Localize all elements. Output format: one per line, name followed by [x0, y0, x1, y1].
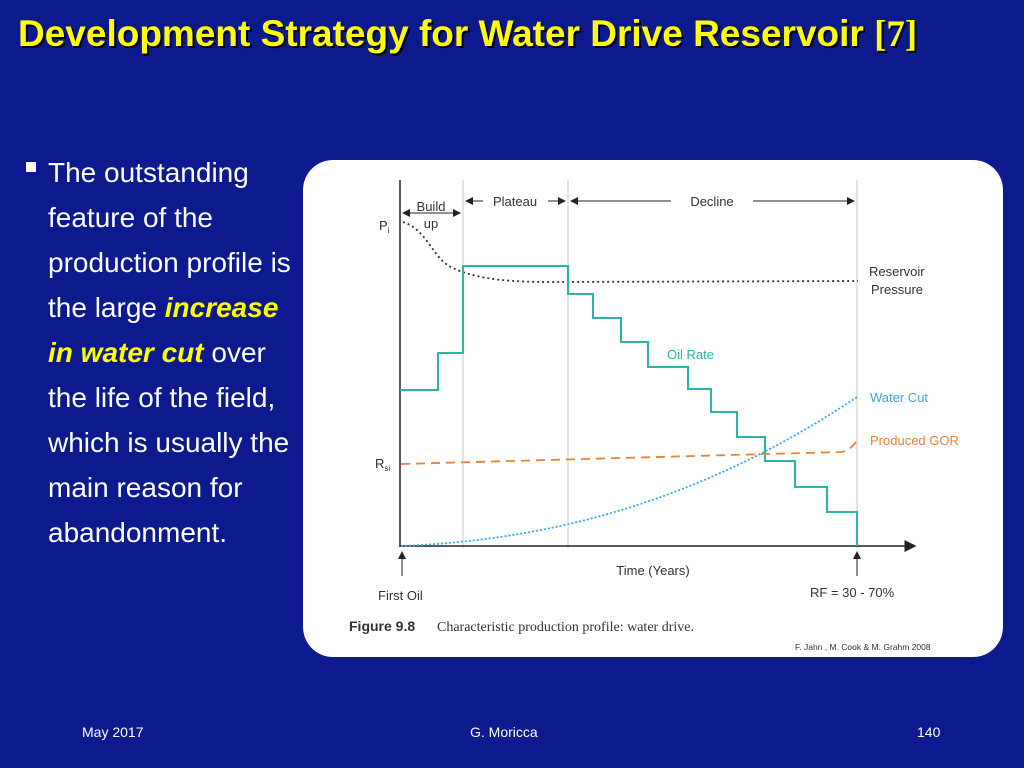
first-oil-label: First Oil	[378, 588, 423, 603]
oil-rate-label: Oil Rate	[667, 347, 714, 362]
figure-panel: Build up Plateau Decline Pi Rsi Reservoi…	[303, 160, 1003, 657]
figure-credit: F. Jahn , M. Cook & M. Grahm 2008	[795, 642, 931, 652]
bullet-text-after: over the life of the field, which is usu…	[48, 337, 290, 548]
figure-caption-text: Characteristic production profile: water…	[437, 620, 694, 635]
production-profile-diagram: Build up Plateau Decline Pi Rsi Reservoi…	[349, 180, 959, 652]
slide-title-reference: [7]	[874, 14, 918, 55]
produced-gor-curve	[400, 441, 857, 465]
reservoir-pressure-label-1: Reservoir	[869, 264, 925, 279]
footer-page-number: 140	[917, 724, 941, 740]
pi-label: Pi	[379, 218, 390, 235]
reservoir-pressure-label-2: Pressure	[871, 282, 923, 297]
rf-label: RF = 30 - 70%	[810, 585, 895, 600]
bullet-text: The outstanding feature of the productio…	[48, 150, 296, 555]
slide-title: Development Strategy for Water Drive Res…	[18, 14, 1008, 55]
square-bullet-icon	[26, 162, 36, 172]
footer-author: G. Moricca	[470, 724, 538, 740]
bullet-text-before: The outstanding feature of the productio…	[48, 157, 291, 323]
water-cut-label: Water Cut	[870, 390, 928, 405]
reservoir-pressure-curve	[402, 221, 859, 283]
water-cut-curve	[400, 396, 858, 547]
bullet-highlight: increase in water cut	[48, 292, 279, 368]
produced-gor-label: Produced GOR	[870, 433, 959, 448]
footer-date: May 2017	[82, 724, 144, 740]
phase-buildup-label-1: Build	[417, 199, 446, 214]
figure-caption-number: Figure 9.8	[349, 618, 415, 634]
slide-title-main: Development Strategy for Water Drive Res…	[18, 13, 864, 54]
bullet-point: The outstanding feature of the productio…	[26, 150, 296, 555]
rsi-label: Rsi	[375, 456, 390, 473]
phase-buildup-label-2: up	[424, 216, 438, 231]
oil-rate-curve	[400, 265, 858, 546]
phase-plateau-label: Plateau	[493, 194, 537, 209]
phase-decline-label: Decline	[690, 194, 733, 209]
time-axis-label: Time (Years)	[616, 563, 689, 578]
